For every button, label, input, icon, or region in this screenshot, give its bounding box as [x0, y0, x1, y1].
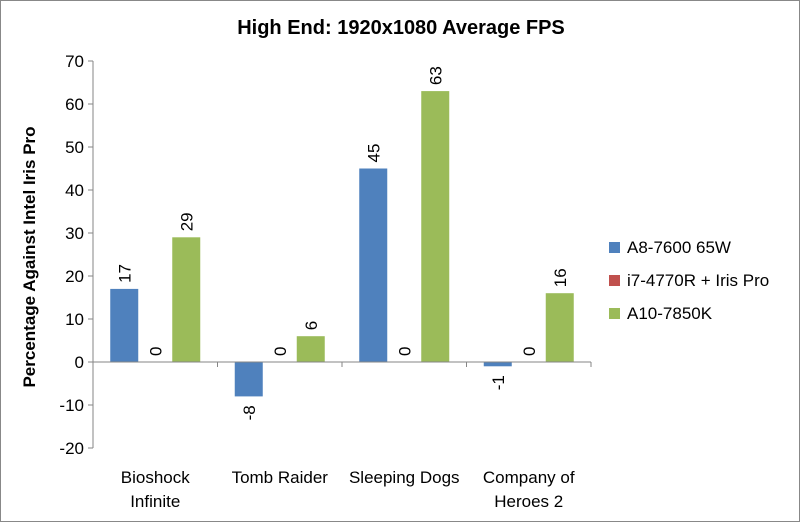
category-label: Bioshock Infinite	[121, 468, 190, 511]
y-tick-label: 60	[65, 95, 84, 114]
bar	[172, 237, 201, 362]
y-tick-label: 20	[65, 267, 84, 286]
y-tick-label: 10	[65, 310, 84, 329]
y-tick-label: -10	[59, 396, 84, 415]
category-label: Tomb Raider	[232, 468, 329, 487]
y-tick-label: 40	[65, 181, 84, 200]
bars: 17 -8 45 -1 0 0 0 0 29 6 63 16	[110, 66, 574, 420]
data-label: 0	[520, 347, 539, 356]
data-label: 0	[146, 347, 165, 356]
bar	[110, 288, 139, 362]
data-label: -8	[240, 405, 259, 420]
legend-swatch	[609, 275, 620, 286]
y-tick-label: 70	[65, 52, 84, 71]
x-axis: Bioshock Infinite Tomb Raider Sleeping Dogs…	[92, 361, 592, 511]
y-tick-label: 30	[65, 224, 84, 243]
legend-swatch	[609, 242, 620, 253]
data-label: 0	[271, 347, 290, 356]
bar	[296, 336, 325, 362]
category-label: Sleeping Dogs	[349, 468, 460, 487]
legend: A8-7600 65W i7-4770R + Iris Pro A10-7850K	[609, 238, 769, 323]
bar	[545, 293, 574, 362]
data-label: 6	[302, 321, 321, 330]
data-label: 45	[364, 144, 383, 163]
category-label: Company of Heroes 2	[483, 468, 575, 511]
y-tick-label: 0	[75, 353, 84, 372]
legend-swatch	[609, 308, 620, 319]
y-axis-label: Percentage Against Intel Iris Pro	[20, 126, 39, 387]
data-label: 16	[551, 268, 570, 287]
bar	[483, 362, 512, 367]
legend-label: A8-7600 65W	[627, 238, 731, 257]
data-label: 17	[115, 264, 134, 283]
data-label: 29	[177, 212, 196, 231]
bar	[359, 168, 388, 362]
y-tick-label: 50	[65, 138, 84, 157]
y-axis: -20 -10 0 10 20 30 40 50 60 70	[59, 52, 94, 458]
bar	[234, 362, 263, 397]
data-label: -1	[489, 375, 508, 390]
bar	[421, 91, 450, 362]
legend-label: A10-7850K	[627, 304, 713, 323]
legend-label: i7-4770R + Iris Pro	[627, 271, 769, 290]
chart-title: High End: 1920x1080 Average FPS	[237, 17, 565, 39]
data-label: 0	[395, 347, 414, 356]
y-tick-label: -20	[59, 439, 84, 458]
data-label: 63	[426, 66, 445, 85]
